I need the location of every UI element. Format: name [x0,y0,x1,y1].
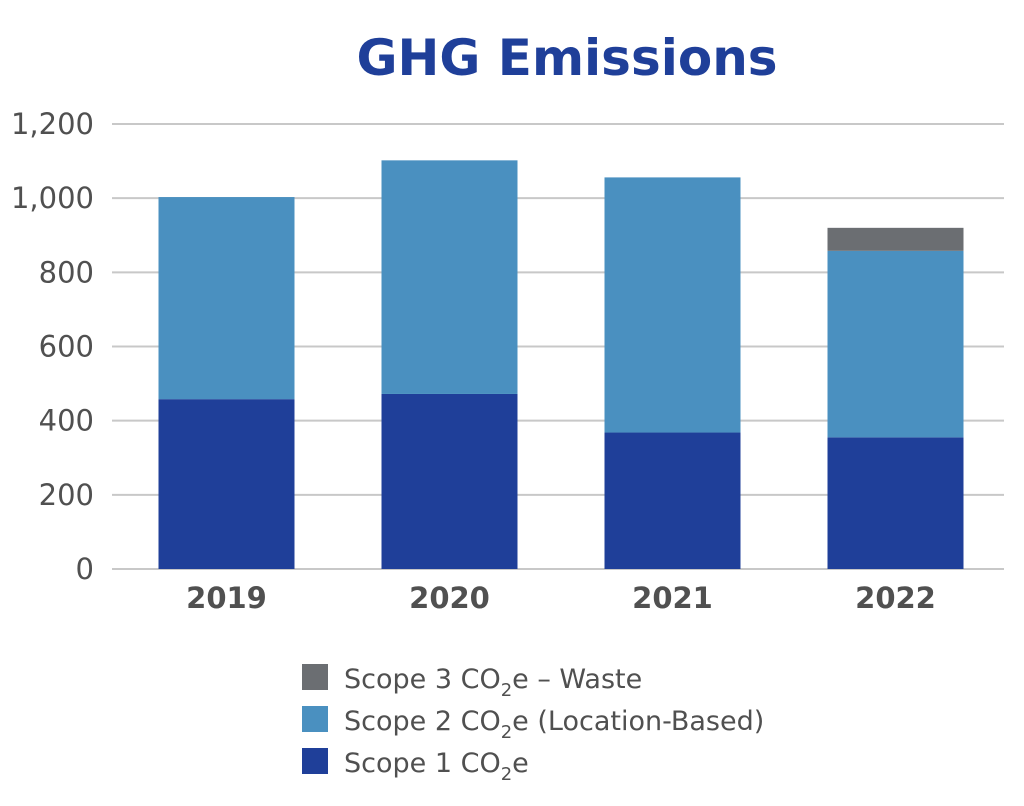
y-tick-label: 1,200 [11,107,94,141]
legend-label: Scope 1 CO2e [344,748,529,785]
legend-swatch [302,664,328,690]
bar-2020-scope-1 [381,393,518,569]
x-tick-label: 2019 [186,581,267,615]
bar-2021-scope-1 [604,432,741,569]
bar-2019-scope-1 [158,399,295,569]
y-tick-label: 800 [39,255,94,289]
legend-swatch [302,706,328,732]
legend-item-scope-1: Scope 1 CO2e [302,748,529,785]
bar-2019-scope-2 [158,197,295,400]
x-axis-ticks: 2019 2020 2021 2022 [186,581,936,615]
y-tick-label: 0 [76,552,94,586]
bar-2022-scope-1 [827,437,964,569]
y-tick-label: 1,000 [11,181,94,215]
bar-2022-scope-2 [827,250,964,438]
legend-item-scope-2: Scope 2 CO2e (Location-Based) [302,706,764,743]
x-tick-label: 2021 [632,581,713,615]
bar-2020-scope-2 [381,160,518,394]
legend-item-scope-3: Scope 3 CO2e – Waste [302,664,642,701]
legend-swatch [302,748,328,774]
bar-2022-scope-3 [827,227,964,251]
y-tick-label: 600 [39,330,94,364]
legend-label: Scope 2 CO2e (Location-Based) [344,706,764,743]
legend-label: Scope 3 CO2e – Waste [344,664,642,701]
bars [158,160,964,569]
x-tick-label: 2020 [409,581,490,615]
y-axis-ticks: 0 200 400 600 800 1,000 1,200 [11,107,94,586]
y-tick-label: 200 [39,478,94,512]
chart-title: GHG Emissions [356,29,777,87]
y-tick-label: 400 [39,404,94,438]
legend: Scope 3 CO2e – Waste Scope 2 CO2e (Locati… [302,664,764,785]
bar-2021-scope-2 [604,177,741,433]
x-tick-label: 2022 [855,581,936,615]
